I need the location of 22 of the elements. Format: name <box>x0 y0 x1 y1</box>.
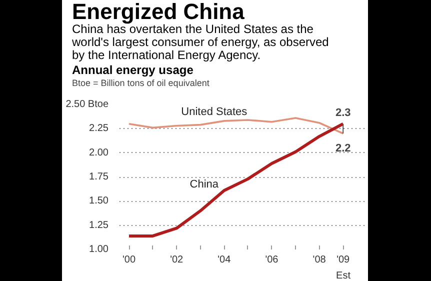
x-tick-label: '06 <box>265 254 279 266</box>
y-axis-title: Annual energy usage <box>72 62 194 78</box>
text: Est <box>336 270 351 281</box>
series-label: United States <box>181 106 248 118</box>
y-tick-label: 1.00 <box>89 244 109 255</box>
series-label: China <box>190 178 220 191</box>
x-tick-label: '00 <box>122 254 136 266</box>
line-series <box>128 117 344 134</box>
x-tick-label: '04 <box>218 254 232 266</box>
y-tick-label: 1.25 <box>89 220 109 231</box>
y-tick-label: 1.50 <box>89 196 109 207</box>
y-tick-label: 2.00 <box>89 147 109 158</box>
annotation: 2.2 <box>335 142 351 154</box>
x-tick-label: '09 <box>336 254 350 266</box>
text: Btoe = Billion tons of oil equivalent <box>72 78 210 89</box>
annotation: 2.3 <box>335 106 351 119</box>
y-tick-label: 2.25 <box>89 123 109 134</box>
y-tick-label: 1.75 <box>89 172 109 182</box>
x-tick-label: '02 <box>170 254 184 266</box>
y-tick-label: 2.50 Btoe <box>66 99 109 110</box>
chart-title: Energized China <box>72 0 246 24</box>
x-tick-label: '08 <box>312 254 326 266</box>
